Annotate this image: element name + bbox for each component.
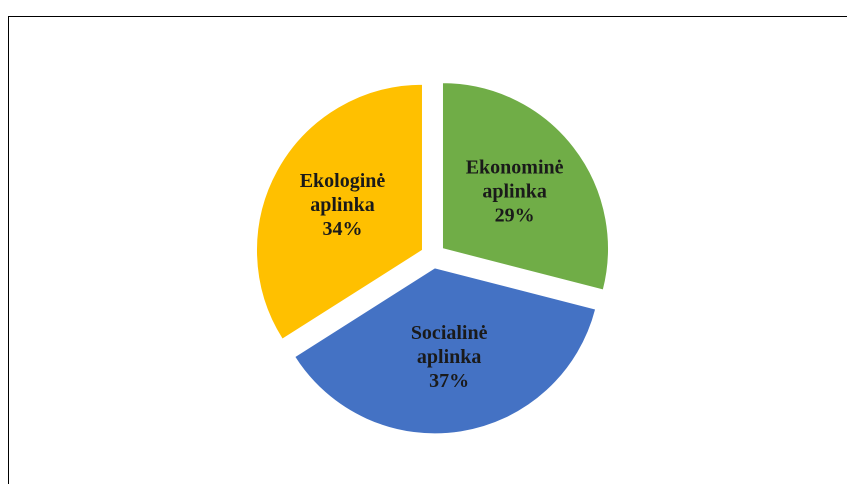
slice-label: Socialinė aplinka 37% <box>411 322 488 392</box>
slice-label-category: aplinka <box>482 180 546 202</box>
slice-label-category: Ekonominė <box>466 156 564 178</box>
slice-label-category: Ekologinė <box>300 170 386 192</box>
slice-label-category: aplinka <box>417 346 481 368</box>
slice-label: Ekonominė aplinka 29% <box>466 156 564 226</box>
slice-label-category: aplinka <box>310 194 374 216</box>
pie-slice <box>294 267 597 435</box>
slice-value-label: 37% <box>429 370 469 392</box>
slice-value-label: 29% <box>495 204 535 226</box>
pie-slice <box>441 82 609 291</box>
slice-label: Ekologinė aplinka 34% <box>300 170 386 240</box>
slice-value-label: 34% <box>322 218 362 240</box>
slice-label-category: Socialinė <box>411 322 488 344</box>
pie-slice <box>255 83 423 340</box>
